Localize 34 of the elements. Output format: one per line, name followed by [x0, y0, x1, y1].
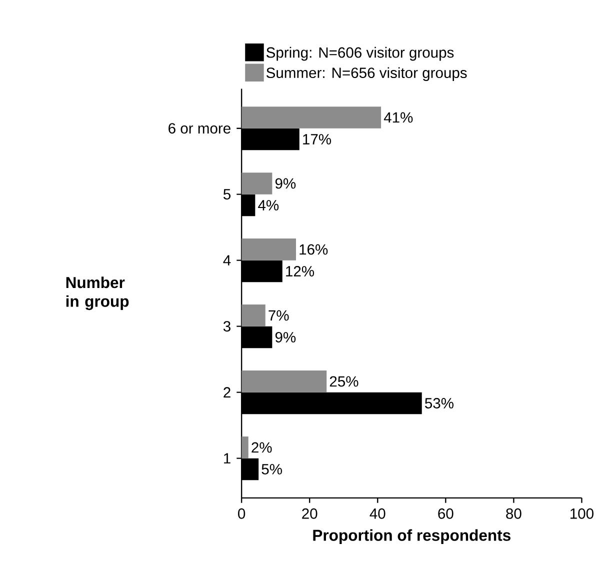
x-tick-label: 20	[302, 508, 318, 519]
data-label: 16%	[300, 244, 328, 255]
bar	[242, 238, 296, 260]
data-label: 4%	[258, 200, 279, 210]
bar	[242, 370, 327, 392]
data-label: 12%	[286, 266, 314, 277]
y-tick-label: 6 or more	[168, 123, 230, 134]
x-tick-label: 0	[238, 508, 246, 519]
x-axis-title: Proportion of respondents	[313, 529, 510, 544]
data-label: 25%	[330, 376, 358, 387]
data-label: 7%	[268, 310, 289, 321]
y-axis-title: Number in group	[66, 276, 129, 310]
bar	[242, 304, 266, 326]
legend-label: Summer: N=656 visitor groups	[266, 67, 467, 82]
data-label: 5%	[262, 464, 282, 474]
data-label: 9%	[275, 332, 296, 343]
y-tick-label: 1	[224, 453, 230, 464]
y-tick-label: 5	[223, 189, 230, 200]
y-tick-label: 2	[224, 387, 230, 398]
legend-label: Spring: N=606 visitor groups	[266, 47, 454, 61]
data-label: 53%	[425, 398, 454, 409]
data-label: 17%	[303, 134, 332, 144]
bar	[242, 172, 272, 194]
bar	[242, 106, 382, 128]
x-tick-label: 80	[506, 508, 522, 519]
data-label: 9%	[275, 178, 296, 189]
x-tick-label: 60	[438, 508, 454, 519]
data-label: 2%	[252, 442, 272, 453]
y-tick-label: 3	[223, 321, 230, 332]
x-tick-label: 100	[570, 508, 594, 519]
data-label: 41%	[384, 112, 413, 123]
x-tick-label: 40	[370, 508, 386, 519]
bar	[242, 436, 248, 458]
y-tick-label: 4	[223, 255, 231, 266]
